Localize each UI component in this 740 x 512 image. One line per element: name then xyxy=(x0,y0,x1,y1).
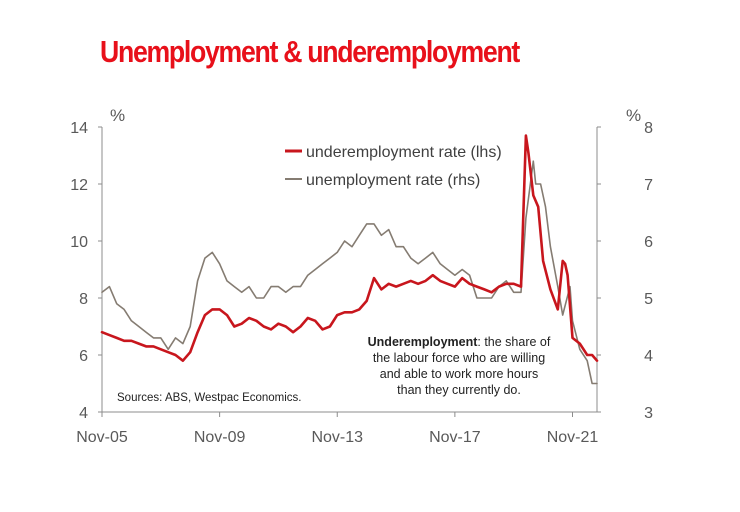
legend: underemployment rate (lhs) unemployment … xyxy=(285,144,502,189)
right-tick-label: 4 xyxy=(644,348,653,365)
right-axis-unit: % xyxy=(626,106,641,125)
x-tick-label: Nov-09 xyxy=(194,429,246,446)
left-tick-label: 14 xyxy=(70,120,88,137)
note-line-4: than they currently do. xyxy=(397,383,521,397)
note-line-2: the labour force who are willing xyxy=(373,351,545,365)
left-tick-label: 10 xyxy=(70,234,88,251)
left-tick-label: 4 xyxy=(79,405,88,422)
legend-unemployment-label: unemployment rate (rhs) xyxy=(306,172,480,189)
x-tick-label: Nov-17 xyxy=(429,429,481,446)
right-tick-label: 3 xyxy=(644,405,653,422)
series-lines xyxy=(100,134,599,385)
left-axis-unit: % xyxy=(110,106,125,125)
annotation-note: Underemployment: the share of the labour… xyxy=(368,335,551,397)
right-tick-label: 5 xyxy=(644,291,653,308)
left-tick-label: 6 xyxy=(79,348,88,365)
note-rest: : the share of xyxy=(477,335,550,349)
underemployment-line xyxy=(100,134,599,362)
legend-underemployment-label: underemployment rate (lhs) xyxy=(306,144,502,161)
unemployment-line xyxy=(101,160,598,385)
left-tick-label: 12 xyxy=(70,177,88,194)
x-tick-label: Nov-21 xyxy=(547,429,599,446)
right-tick-label: 6 xyxy=(644,234,653,251)
chart-title: Unemployment & underemployment xyxy=(100,34,520,69)
note-line-1: Underemployment: the share of xyxy=(368,335,551,349)
note-bold: Underemployment xyxy=(368,335,479,349)
source-note: Sources: ABS, Westpac Economics. xyxy=(117,392,302,404)
x-tick-label: Nov-05 xyxy=(76,429,128,446)
note-line-3: and able to work more hours xyxy=(380,367,538,381)
right-tick-label: 7 xyxy=(644,177,653,194)
left-tick-label: 8 xyxy=(79,291,88,308)
right-tick-label: 8 xyxy=(644,120,653,137)
x-tick-label: Nov-13 xyxy=(311,429,363,446)
axes: 4 6 8 10 12 14 3 4 5 6 7 8 Nov-05 Nov-09 Nov-13 Nov-17 N… xyxy=(70,120,653,446)
